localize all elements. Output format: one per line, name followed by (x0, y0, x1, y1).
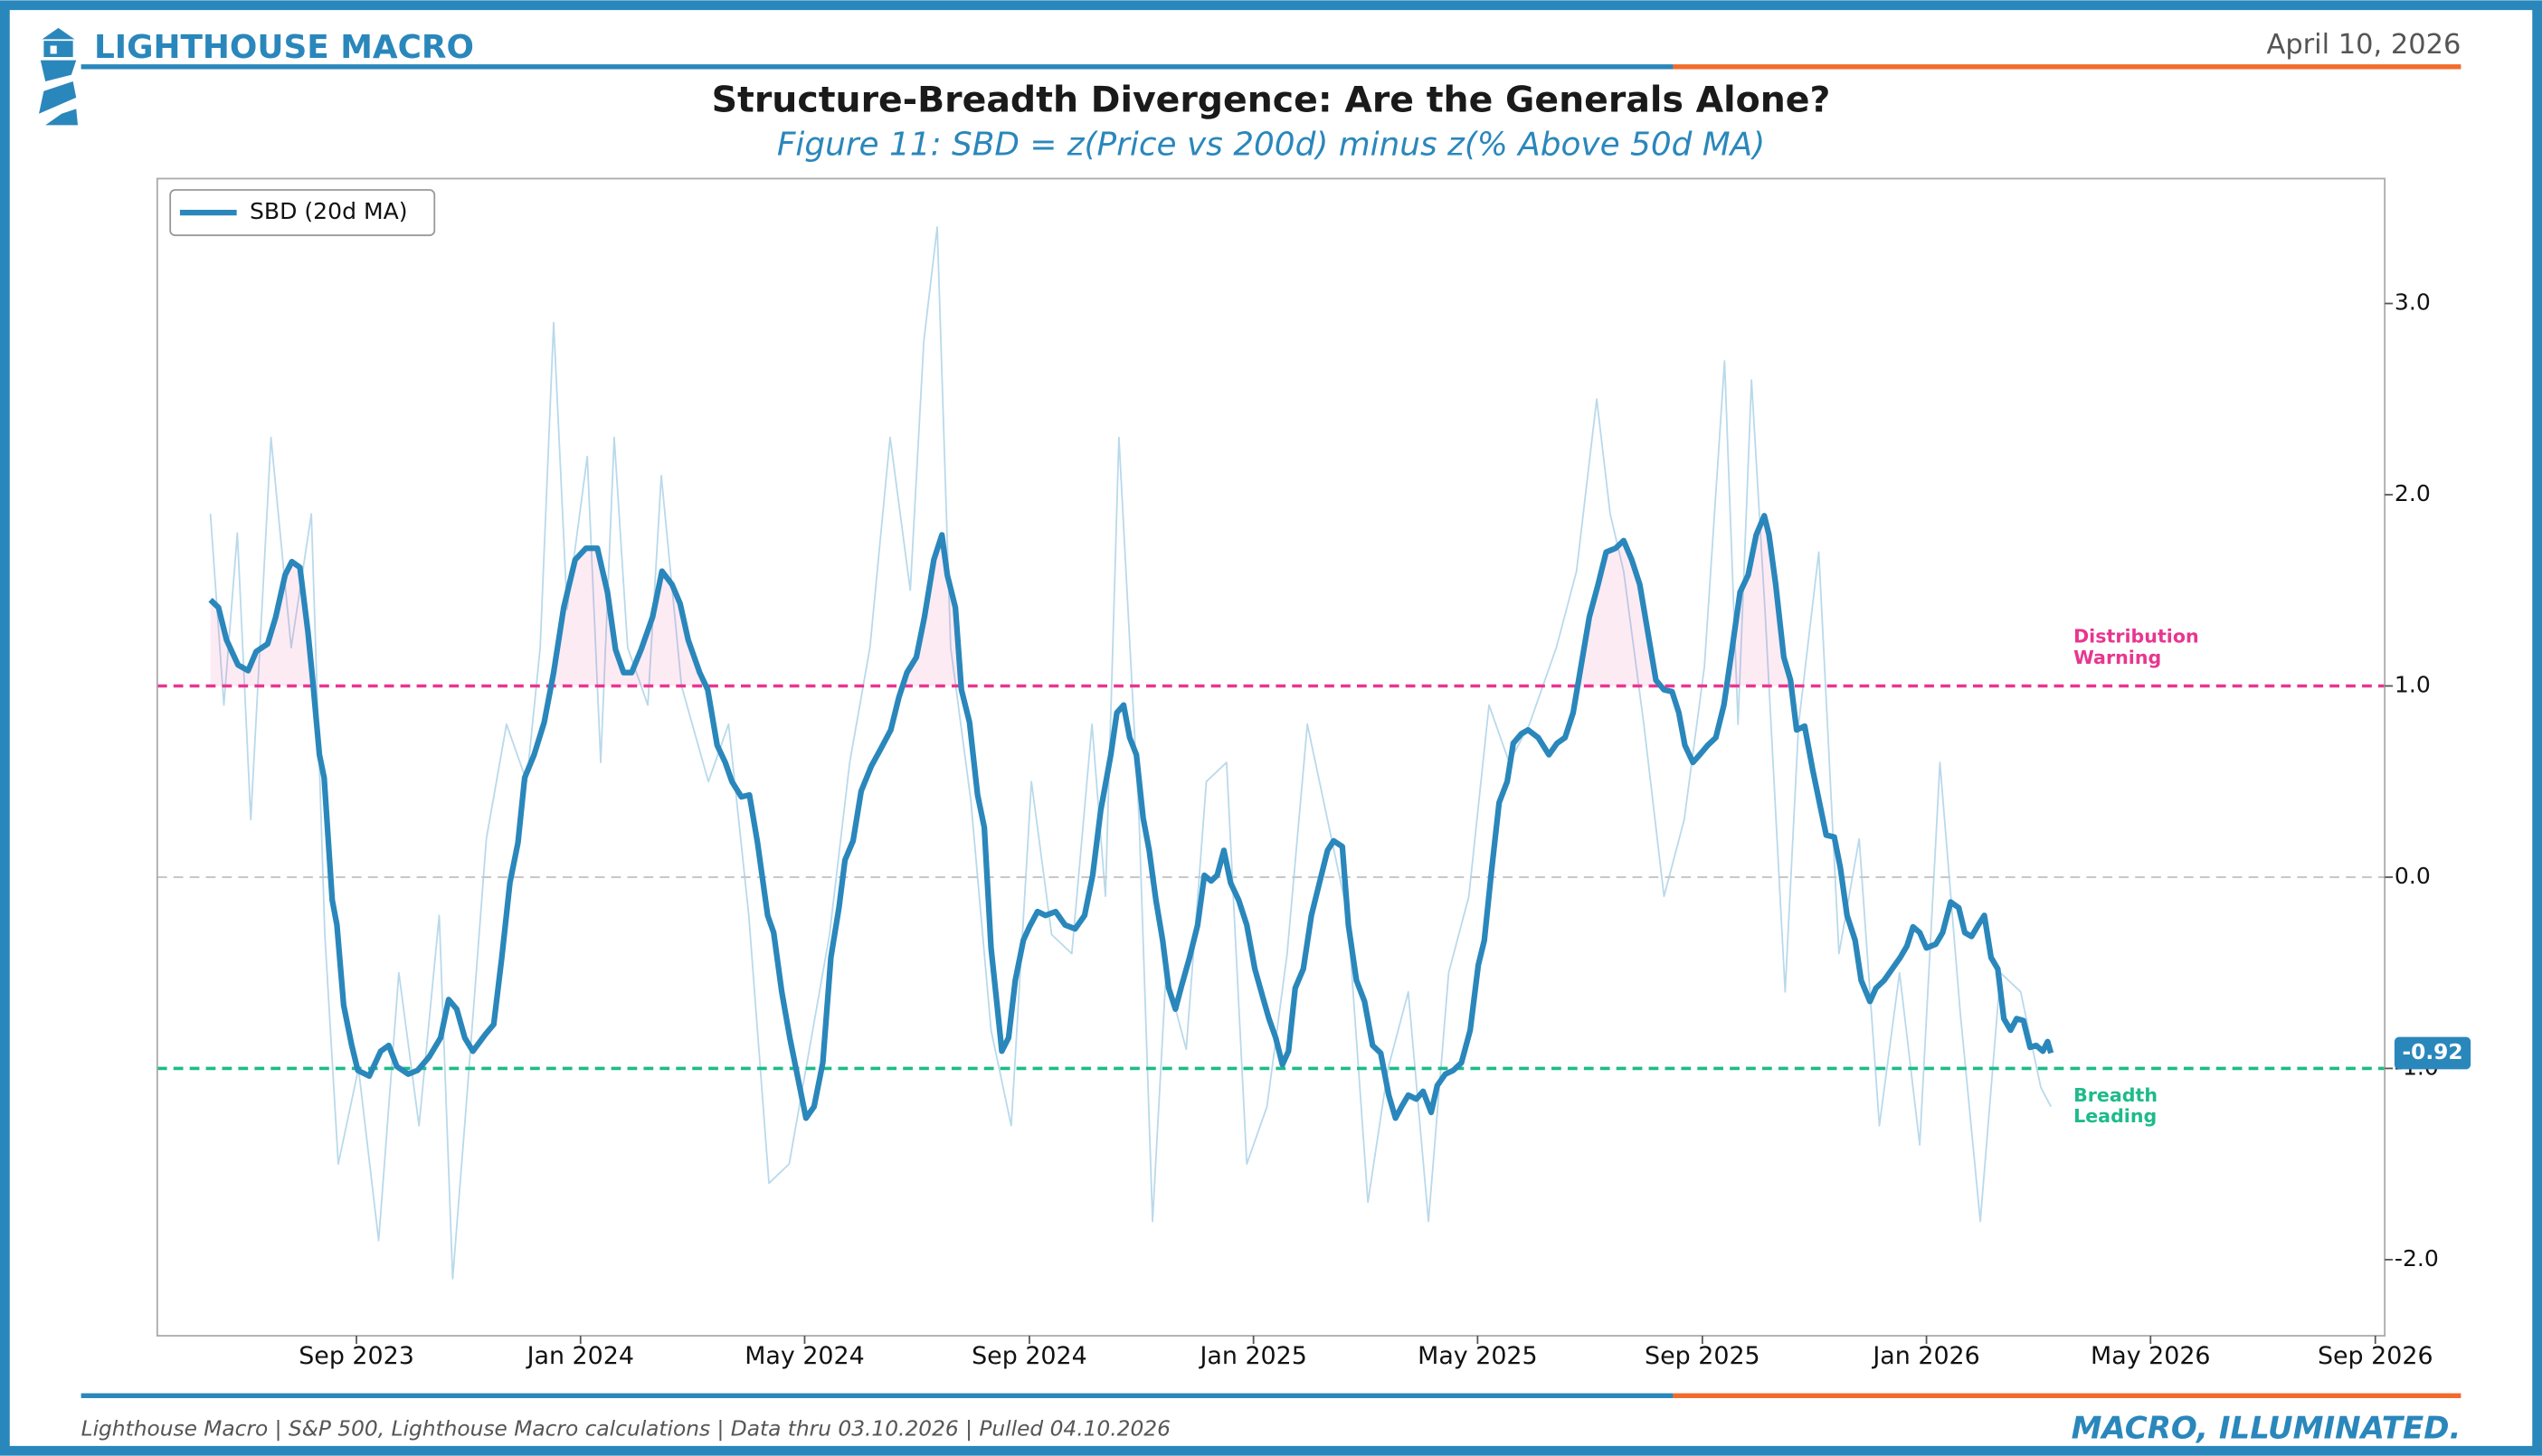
x-tick-label: Sep 2026 (2318, 1342, 2433, 1370)
y-tick-label: 0.0 (2395, 863, 2431, 889)
plot-frame (156, 177, 2386, 1337)
raw-series-line (209, 226, 2052, 1280)
brand: LIGHTHOUSE MACRO (94, 29, 474, 66)
x-tick-label: Sep 2023 (299, 1342, 414, 1370)
footer-tagline: MACRO, ILLUMINATED. (2072, 1410, 2461, 1446)
warning-fill (210, 562, 314, 686)
last-value-label: -0.92 (2402, 1040, 2462, 1064)
y-tick-label: -2.0 (2395, 1245, 2439, 1272)
lighthouse-logo (39, 27, 79, 126)
reference-label: Breadth (2073, 1084, 2158, 1106)
x-tick-label: Jan 2025 (1198, 1342, 1306, 1370)
y-tick-label: 3.0 (2395, 289, 2431, 316)
chart-title: Structure-Breadth Divergence: Are the Ge… (712, 80, 1831, 121)
warning-fill (1578, 540, 1661, 686)
x-tick-label: May 2026 (2091, 1342, 2211, 1370)
reference-label: Warning (2073, 647, 2161, 668)
warning-fill (1726, 515, 1792, 686)
x-tick-label: Jan 2026 (1871, 1342, 1979, 1370)
legend-label: SBD (20d MA) (250, 198, 408, 224)
x-tick-label: May 2024 (745, 1342, 864, 1370)
series-line (208, 513, 2054, 1121)
x-tick-label: May 2025 (1418, 1342, 1537, 1370)
footer-source: Lighthouse Macro | S&P 500, Lighthouse M… (81, 1416, 1171, 1441)
date: April 10, 2026 (2266, 29, 2461, 61)
chart-subtitle: Figure 11: SBD = z(Price vs 200d) minus … (777, 127, 1765, 164)
y-tick-label: 1.0 (2395, 671, 2431, 697)
legend-box (169, 189, 436, 237)
reference-label: Leading (2073, 1105, 2157, 1127)
y-tick-label: 2.0 (2395, 480, 2431, 506)
last-value-tag (2394, 1036, 2471, 1070)
x-tick-label: Sep 2024 (972, 1342, 1087, 1370)
reference-label: Distribution (2073, 626, 2199, 648)
x-tick-label: Jan 2024 (526, 1342, 634, 1370)
x-tick-label: Sep 2025 (1645, 1342, 1760, 1370)
